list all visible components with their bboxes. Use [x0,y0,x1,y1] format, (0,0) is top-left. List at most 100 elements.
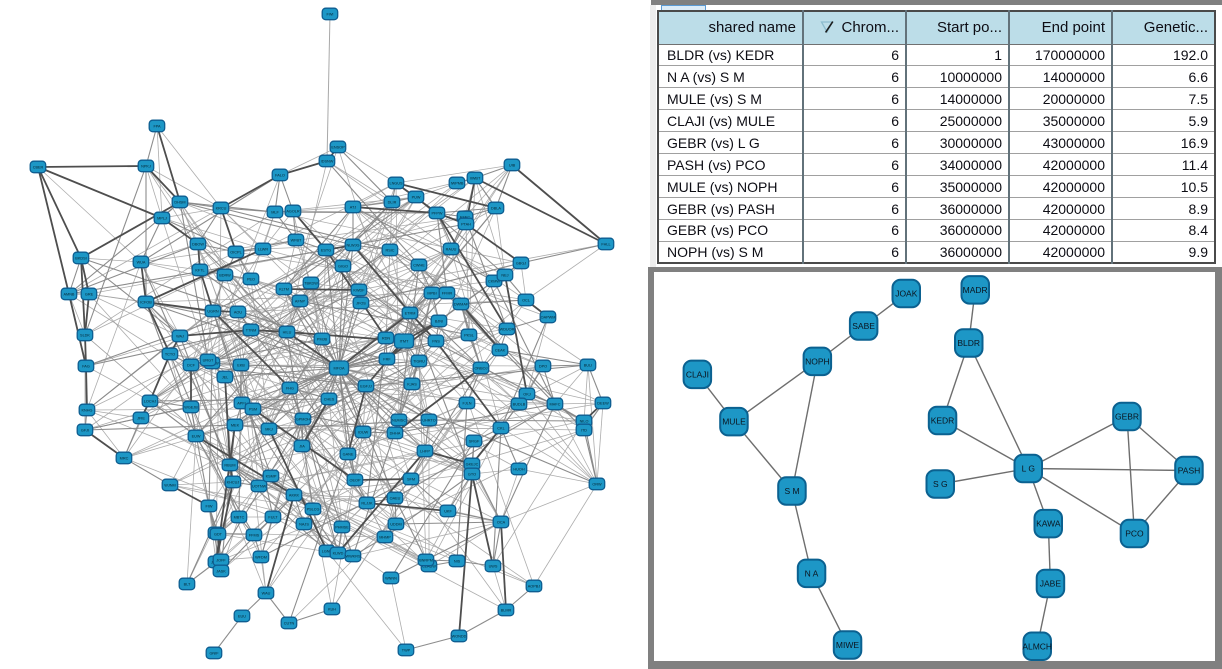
svg-text:ESTG: ESTG [321,249,331,253]
svg-text:UKF: UKF [444,510,452,514]
svg-text:ETRM: ETRM [405,312,416,316]
svg-text:NUMSC: NUMSC [392,419,406,423]
svg-text:PMJB: PMJB [317,338,328,342]
svg-text:UGRN: UGRN [207,310,218,314]
svg-text:BNRPM: BNRPM [419,559,433,563]
svg-text:LOCHJ: LOCHJ [144,400,157,404]
svg-text:KUH: KUH [328,608,336,612]
svg-text:BDRW: BDRW [219,274,231,278]
svg-text:PASH: PASH [1178,466,1201,476]
svg-text:JIA: JIA [299,445,305,449]
svg-text:DBOW: DBOW [192,243,204,247]
svg-text:MHFC: MHFC [550,403,561,407]
svg-text:RLJJK: RLJJK [361,502,373,506]
svg-text:GTO: GTO [468,473,476,477]
svg-text:L G: L G [1022,464,1035,474]
svg-text:HILU: HILU [283,331,292,335]
svg-text:EKB: EKB [237,364,245,368]
svg-text:FRF: FRF [383,358,391,362]
svg-text:EUU: EUU [238,615,246,619]
svg-text:FJLN: FJLN [462,402,471,406]
svg-text:DEEW: DEEW [597,402,609,406]
svg-text:BJNI: BJNI [435,320,443,324]
svg-text:KAWA: KAWA [1036,519,1061,529]
svg-text:WONDD: WONDD [452,635,467,639]
svg-text:PEO: PEO [247,278,255,282]
svg-text:BKDSI: BKDSI [75,257,86,261]
svg-text:IIWBT: IIWBT [470,177,481,181]
svg-text:GFJI: GFJI [81,429,89,433]
svg-text:AMNB: AMNB [64,293,75,297]
svg-text:KNHG: KNHG [82,409,93,413]
svg-text:GEBR: GEBR [1115,412,1139,422]
svg-text:WWKRS: WWKRS [346,555,361,559]
svg-text:OAPWM: OAPWM [541,316,556,320]
svg-text:SFM: SFM [407,478,415,482]
svg-text:WNNN: WNNN [385,577,397,581]
svg-text:AKKK: AKKK [289,494,300,498]
svg-text:DHSM: DHSM [174,201,185,205]
svg-text:WFDM: WFDM [255,556,267,560]
svg-text:TWP: TWP [402,649,411,653]
svg-text:KHCUJ: KHCUJ [227,481,240,485]
svg-text:OCA: OCA [497,521,506,525]
svg-text:CEAK: CEAK [495,349,506,353]
svg-text:OICPL: OICPL [230,251,241,255]
svg-text:FFMR: FFMR [442,292,453,296]
svg-text:KLWD: KLWD [333,552,344,556]
svg-text:LHFP: LHFP [420,450,430,454]
svg-text:GDT: GDT [214,533,223,537]
svg-text:LGNU: LGNU [322,550,333,554]
svg-text:UOTNW: UOTNW [252,485,267,489]
svg-text:KJAS: KJAS [407,383,417,387]
svg-text:ITD: ITD [581,429,587,433]
svg-text:EFEC: EFEC [460,216,470,220]
svg-text:FPA: FPA [153,125,161,129]
svg-text:KRCU: KRCU [216,207,227,211]
svg-text:SLDK: SLDK [80,334,90,338]
svg-text:EGFJJ: EGFJJ [360,385,372,389]
svg-text:BLMR: BLMR [501,609,512,613]
svg-text:DLIR: DLIR [388,201,397,205]
svg-text:APFL: APFL [237,402,247,406]
svg-text:FALO: FALO [275,174,285,178]
svg-text:PHMSE: PHMSE [335,526,349,530]
svg-text:RBUM: RBUM [224,464,235,468]
svg-text:GNIF: GNIF [209,652,219,656]
svg-text:CWHE: CWHE [413,264,425,268]
svg-text:TIGRU: TIGRU [413,360,425,364]
svg-text:UHRTO: UHRTO [422,419,435,423]
svg-text:PCO: PCO [1125,529,1144,539]
svg-text:RAUU: RAUU [446,248,457,252]
svg-text:CKL: CKL [497,427,504,431]
svg-text:FFMS: FFMS [249,534,260,538]
svg-text:FNS: FNS [432,340,440,344]
svg-text:AOPBJ: AOPBJ [528,585,541,589]
svg-text:NPKJ: NPKJ [141,165,151,169]
svg-text:UWS: UWS [489,565,498,569]
svg-text:NOPH: NOPH [805,356,830,366]
svg-text:NAJS: NAJS [299,523,309,527]
svg-text:TCTO: TCTO [165,353,175,357]
svg-text:BULI: BULI [584,364,592,368]
svg-text:FULT: FULT [268,516,278,520]
svg-text:JFIE: JFIE [137,417,145,421]
svg-text:MEK: MEK [231,424,240,428]
svg-text:GBGJ: GBGJ [516,262,526,266]
svg-text:GIGO: GIGO [338,265,348,269]
svg-text:WFBT: WFBT [291,239,302,243]
svg-text:MFOA: MFOA [334,367,345,371]
svg-text:ENSOP: ENSOP [331,146,345,150]
svg-text:FAG: FAG [82,365,90,369]
svg-text:ORW: ORW [592,483,602,487]
svg-text:MKJ: MKJ [265,428,273,432]
svg-text:WJNM: WJNM [164,484,175,488]
svg-text:UIB: UIB [509,164,516,168]
svg-text:S M: S M [784,486,799,496]
svg-text:MADR: MADR [963,285,988,295]
svg-text:RDN: RDN [382,337,390,341]
svg-text:KSMP: KSMP [266,475,277,479]
svg-text:OEOP: OEOP [350,479,361,483]
svg-text:BUDLB: BUDLB [513,403,526,407]
svg-text:PKSL: PKSL [464,334,474,338]
